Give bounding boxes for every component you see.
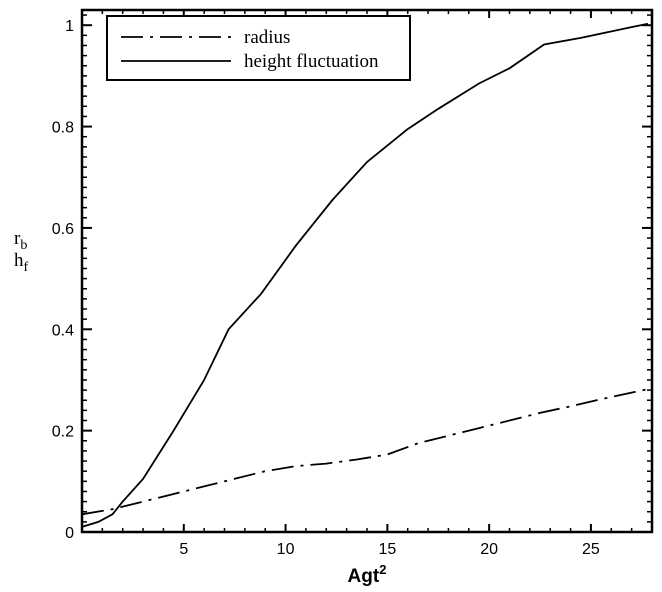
y-tick-label: 0.6: [52, 221, 74, 238]
plot-border: [80, 8, 654, 534]
x-tick-label: 20: [480, 541, 498, 558]
series-layer: [81, 22, 649, 528]
legend-label: radius: [244, 27, 290, 48]
y-label-r-sub: b: [20, 238, 27, 253]
y-tick-label: 0.8: [52, 120, 74, 137]
x-tick-label: 15: [378, 541, 396, 558]
series-line-radius: [81, 388, 649, 516]
legend-box: [106, 15, 411, 81]
series-line-height-fluctuation: [81, 22, 649, 528]
y-label-h: h: [14, 250, 24, 271]
x-axis-label-superscript: 2: [379, 562, 386, 577]
ticks-layer: 5 10 15 20 25 0 0.2 0.4 0.6 0.8 1: [52, 10, 653, 558]
x-axis-label: Agt2: [348, 562, 387, 587]
plot-frame: [80, 8, 654, 534]
x-tick-label: 5: [179, 541, 188, 558]
y-tick-label: 0.2: [52, 424, 74, 441]
y-axis-label-line-1: rb: [14, 228, 27, 253]
y-label-h-sub: f: [24, 260, 29, 275]
x-tick-label: 25: [582, 541, 600, 558]
y-tick-label: 0: [65, 525, 74, 542]
legend-label: height fluctuation: [244, 51, 379, 72]
legend: radius height fluctuation: [106, 15, 411, 81]
y-label-r: r: [14, 228, 21, 249]
x-axis-label-base: Agt: [348, 566, 380, 587]
y-axis-label: rb hf: [14, 228, 29, 275]
y-tick-label: 1: [65, 18, 74, 35]
x-tick-label: 10: [277, 541, 295, 558]
y-axis-label-line-2: hf: [14, 250, 29, 275]
y-tick-label: 0.4: [52, 322, 74, 339]
